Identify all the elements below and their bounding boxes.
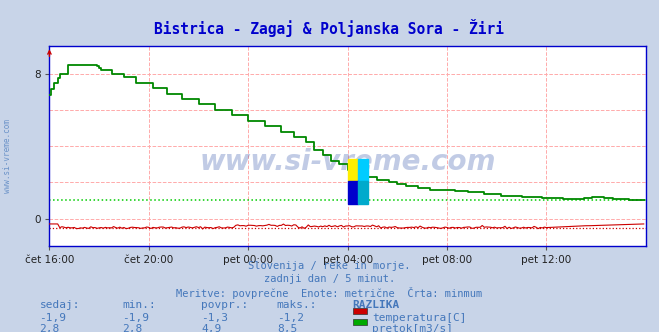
Text: 2,8: 2,8 [122, 324, 142, 332]
Text: zadnji dan / 5 minut.: zadnji dan / 5 minut. [264, 274, 395, 284]
Text: Meritve: povprečne  Enote: metrične  Črta: minmum: Meritve: povprečne Enote: metrične Črta:… [177, 287, 482, 299]
Text: 2,8: 2,8 [40, 324, 60, 332]
Text: -1,3: -1,3 [201, 313, 228, 323]
Text: www.si-vreme.com: www.si-vreme.com [3, 119, 13, 193]
Bar [358, 181, 368, 204]
Text: 8,5: 8,5 [277, 324, 297, 332]
Text: Slovenija / reke in morje.: Slovenija / reke in morje. [248, 261, 411, 271]
Text: -1,2: -1,2 [277, 313, 304, 323]
Text: -1,9: -1,9 [40, 313, 67, 323]
Text: povpr.:: povpr.: [201, 300, 248, 310]
Text: sedaj:: sedaj: [40, 300, 80, 310]
Bar [348, 181, 358, 204]
Text: pretok[m3/s]: pretok[m3/s] [372, 324, 453, 332]
Text: www.si-vreme.com: www.si-vreme.com [200, 148, 496, 176]
Text: maks.:: maks.: [277, 300, 317, 310]
Text: RAZLIKA: RAZLIKA [353, 300, 400, 310]
Bar [358, 159, 368, 181]
Text: 4,9: 4,9 [201, 324, 221, 332]
Bar [348, 159, 358, 181]
Text: -1,9: -1,9 [122, 313, 149, 323]
Text: Bistrica - Zagaj & Poljanska Sora - Žiri: Bistrica - Zagaj & Poljanska Sora - Žiri [154, 19, 505, 37]
Text: temperatura[C]: temperatura[C] [372, 313, 467, 323]
Text: min.:: min.: [122, 300, 156, 310]
